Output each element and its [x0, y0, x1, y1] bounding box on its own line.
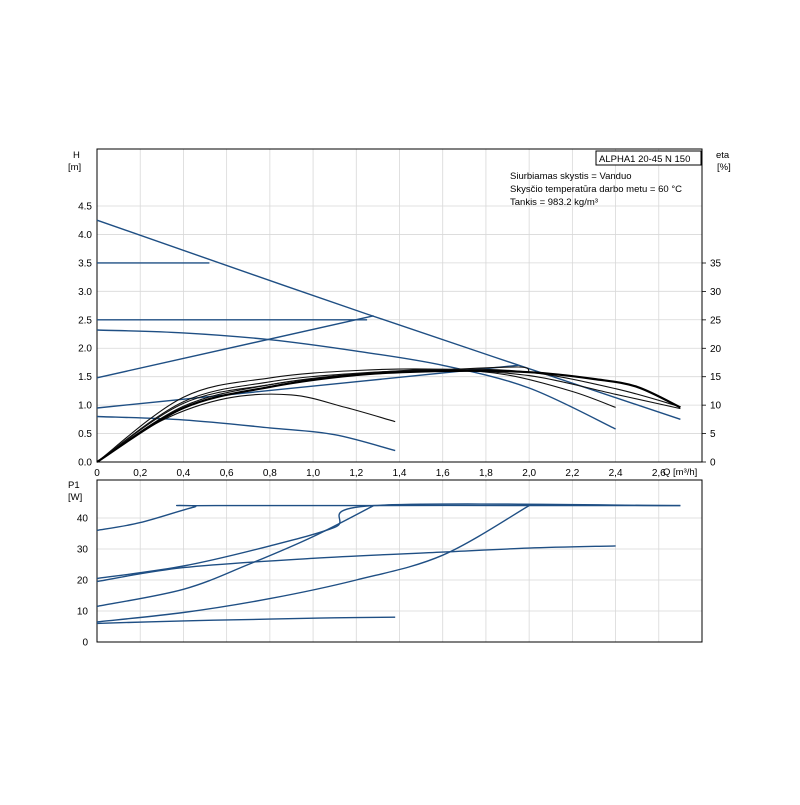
p1-axis-unit: [W]	[68, 492, 82, 503]
power-curve	[96, 504, 681, 532]
eta-tick-label: 0	[710, 458, 716, 469]
power-curve	[96, 503, 681, 580]
p1-axis-label: P1	[68, 480, 80, 491]
p1-tick-label: 20	[77, 576, 89, 587]
h-tick-label: 1.5	[78, 372, 92, 383]
head-axis-ticks: 0 0,2 0,4 0,6 0,8 1,0 1,2 1,4 1,6 1,8 2,0 2,2 2,4 2,6…	[78, 202, 721, 480]
q-tick-label: 0,4	[176, 468, 190, 479]
p1-tick-label: 0	[82, 638, 88, 649]
power-plot-frame	[96, 479, 703, 643]
h-tick-label: 4.5	[78, 202, 92, 213]
power-curve	[96, 545, 616, 583]
info-line-temperature: Skysčio temperatūra darbo metu = 60 °C	[510, 184, 682, 195]
h-tick-label: 3.0	[78, 287, 92, 298]
h-tick-label: 3.5	[78, 258, 92, 269]
efficiency-curve	[96, 369, 681, 463]
power-curve	[96, 616, 396, 625]
eta-axis-unit: [%]	[717, 162, 731, 173]
eta-tick-label: 15	[710, 372, 722, 383]
efficiency-curve	[96, 368, 616, 463]
q-tick-label: 2,0	[522, 468, 536, 479]
q-tick-label: 1,0	[306, 468, 320, 479]
h-tick-label: 2.5	[78, 315, 92, 326]
power-axis-ticks: 0 10 20 30 40	[77, 514, 89, 649]
power-curve	[96, 504, 530, 623]
eta-tick-label: 25	[710, 315, 722, 326]
head-curve	[96, 219, 681, 420]
head-curve	[96, 364, 519, 409]
q-axis-label: Q [m³/h]	[663, 467, 697, 478]
eta-tick-label: 20	[710, 344, 722, 355]
h-tick-label: 2.0	[78, 344, 92, 355]
q-tick-label: 0,2	[133, 468, 147, 479]
head-efficiency-chart: 0 0,2 0,4 0,6 0,8 1,0 1,2 1,4 1,6 1,8 2,0 2,2 2,4 2,6…	[68, 148, 731, 480]
head-grid	[96, 149, 703, 463]
power-curve	[96, 504, 374, 608]
q-tick-label: 1,6	[436, 468, 450, 479]
q-tick-label: 1,2	[349, 468, 363, 479]
info-line-fluid: Siurbiamas skystis = Vanduo	[510, 171, 632, 182]
eta-tick-label: 10	[710, 401, 722, 412]
p1-tick-label: 10	[77, 607, 89, 618]
q-tick-label: 2,2	[565, 468, 579, 479]
h-axis-label: H	[73, 150, 80, 161]
eta-tick-label: 30	[710, 287, 722, 298]
head-curves	[96, 219, 681, 463]
head-plot-frame	[96, 148, 703, 463]
power-curves	[96, 503, 681, 625]
info-line-density: Tankis = 983.2 kg/m³	[510, 197, 598, 208]
h-tick-label: 0.5	[78, 429, 92, 440]
q-tick-label: 1,4	[393, 468, 407, 479]
q-tick-label: 1,8	[479, 468, 493, 479]
q-tick-label: 0	[94, 468, 100, 479]
model-name: ALPHA1 20-45 N 150	[599, 154, 690, 165]
power-chart: 0 10 20 30 40 P1 [W]	[68, 479, 703, 649]
head-curve	[96, 315, 374, 379]
h-tick-label: 1.0	[78, 401, 92, 412]
q-tick-label: 2,6	[652, 468, 666, 479]
head-curve	[96, 329, 616, 430]
eta-tick-label: 5	[710, 429, 716, 440]
h-tick-label: 4.0	[78, 230, 92, 241]
p1-tick-label: 40	[77, 514, 89, 525]
h-axis-unit: [m]	[68, 162, 81, 173]
q-tick-label: 0,8	[263, 468, 277, 479]
efficiency-curve	[96, 368, 681, 463]
model-box	[595, 150, 702, 166]
p1-tick-label: 30	[77, 545, 89, 556]
q-tick-label: 2,4	[609, 468, 623, 479]
eta-axis-label: eta	[716, 150, 730, 161]
q-tick-label: 0,6	[220, 468, 234, 479]
eta-tick-label: 35	[710, 259, 722, 270]
h-tick-label: 0.0	[78, 458, 92, 469]
head-curve	[96, 415, 396, 452]
